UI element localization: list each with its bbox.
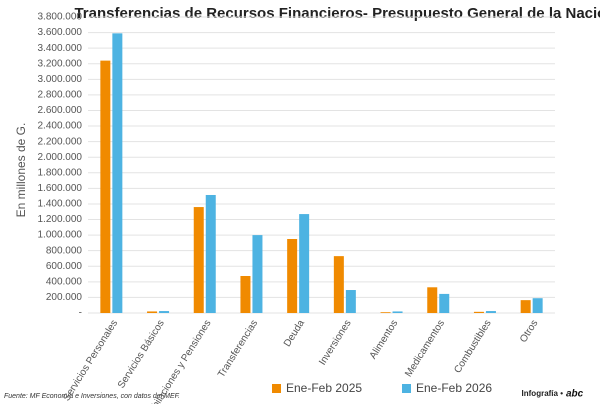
- y-tick-label: 1.600.000: [38, 183, 83, 194]
- y-tick-label: 2.000.000: [38, 152, 83, 163]
- y-tick-label: 2.400.000: [38, 121, 83, 132]
- bar: [252, 235, 263, 313]
- source: Fuente: MF Economía e Inversiones, con d…: [4, 393, 180, 400]
- y-tick-label: 400.000: [46, 276, 83, 287]
- y-tick-label: 600.000: [46, 261, 83, 272]
- y-tick-label: 2.600.000: [38, 105, 83, 116]
- y-tick-label: 3.000.000: [38, 74, 83, 85]
- y-tick-label: 2.800.000: [38, 90, 83, 101]
- bar: [193, 207, 204, 313]
- bar: [532, 298, 543, 313]
- y-tick-label: 3.400.000: [38, 43, 83, 54]
- bar: [485, 311, 496, 313]
- bar: [205, 194, 216, 313]
- chart-title: Transferencias de Recursos Financieros- …: [74, 5, 600, 22]
- y-tick-label: 3.600.000: [38, 27, 83, 38]
- y-tick-label: -: [79, 308, 82, 319]
- y-tick-label: 3.800.000: [38, 12, 83, 23]
- y-tick-label: 800.000: [46, 245, 83, 256]
- y-tick-label: 200.000: [46, 292, 83, 303]
- credit: Infografía •: [522, 389, 564, 398]
- bar: [392, 311, 403, 313]
- y-tick-label: 1.800.000: [38, 167, 83, 178]
- y-tick-label: 2.200.000: [38, 136, 83, 147]
- bar: [427, 287, 438, 313]
- legend-label: Ene-Feb 2026: [416, 381, 492, 395]
- bar: [333, 256, 344, 313]
- y-axis-label: En millones de G.: [14, 123, 28, 218]
- bar: [100, 60, 111, 314]
- bar: [380, 312, 391, 313]
- legend-swatch: [272, 384, 281, 393]
- y-tick-label: 1.200.000: [38, 214, 83, 225]
- y-tick-label: 1.000.000: [38, 230, 83, 241]
- bar: [112, 33, 123, 313]
- bar: [520, 300, 531, 313]
- bar: [159, 311, 170, 313]
- y-tick-label: 1.400.000: [38, 199, 83, 210]
- legend-swatch: [402, 384, 411, 393]
- bar: [473, 311, 484, 313]
- bar: [299, 214, 310, 313]
- y-tick-label: 3.200.000: [38, 58, 83, 69]
- bar: [287, 239, 298, 313]
- bar: [439, 293, 450, 313]
- legend-label: Ene-Feb 2025: [286, 381, 362, 395]
- bar: [147, 311, 158, 313]
- bar: [345, 290, 356, 313]
- logo: abc: [566, 389, 584, 400]
- bar: [240, 276, 251, 313]
